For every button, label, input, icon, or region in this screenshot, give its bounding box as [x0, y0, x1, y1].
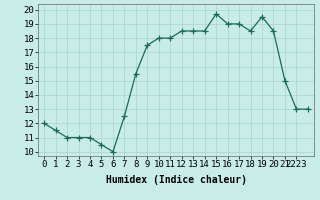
X-axis label: Humidex (Indice chaleur): Humidex (Indice chaleur): [106, 175, 246, 185]
